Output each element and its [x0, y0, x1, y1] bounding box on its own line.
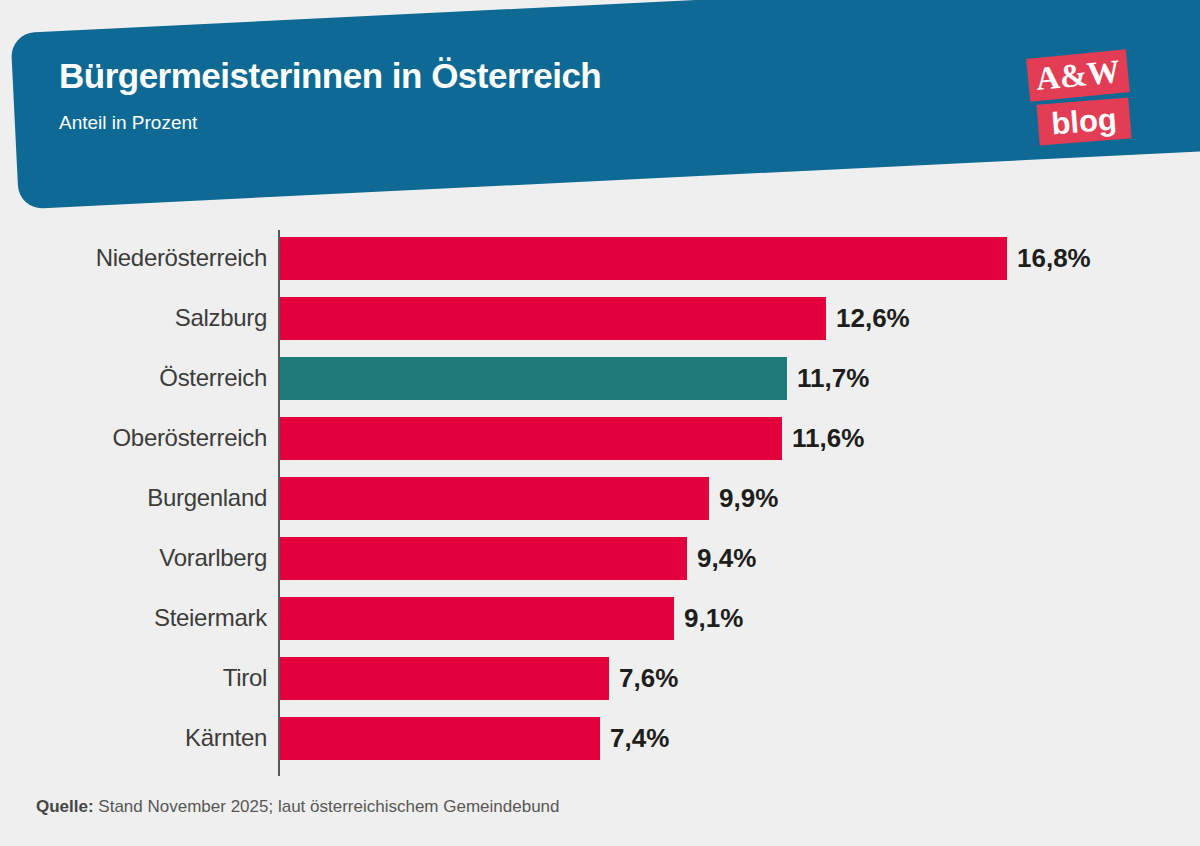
bar — [280, 297, 826, 340]
source-label: Quelle: — [36, 797, 94, 816]
bar — [280, 717, 600, 760]
chart-row: Niederösterreich 16,8% — [36, 228, 1176, 288]
bar — [280, 237, 1007, 280]
bar — [280, 537, 687, 580]
bar — [280, 597, 674, 640]
source-text: Stand November 2025; laut österreichisch… — [94, 797, 560, 816]
value-label: 12,6% — [836, 303, 910, 334]
value-label: 7,4% — [610, 723, 669, 754]
value-label: 9,9% — [719, 483, 778, 514]
bar-chart: Niederösterreich 16,8% Salzburg 12,6% Österr… — [36, 228, 1176, 768]
bar — [280, 417, 782, 460]
category-label: Österreich — [36, 364, 280, 392]
category-label: Vorarlberg — [36, 544, 280, 572]
value-label: 11,6% — [792, 423, 864, 454]
chart-row: Steiermark 9,1% — [36, 588, 1176, 648]
page-subtitle: Anteil in Prozent — [59, 112, 601, 134]
chart-row: Burgenland 9,9% — [36, 468, 1176, 528]
infographic: Bürgermeisterinnen in Österreich Anteil … — [0, 0, 1200, 846]
value-label: 9,4% — [697, 543, 756, 574]
category-label: Burgenland — [36, 484, 280, 512]
source-note: Quelle: Stand November 2025; laut österr… — [36, 797, 560, 817]
category-label: Steiermark — [36, 604, 280, 632]
value-label: 16,8% — [1017, 243, 1091, 274]
value-label: 9,1% — [684, 603, 743, 634]
chart-row: Österreich 11,7% — [36, 348, 1176, 408]
bar — [280, 657, 609, 700]
category-label: Oberösterreich — [36, 424, 280, 452]
page-title: Bürgermeisterinnen in Österreich — [59, 56, 601, 96]
aw-blog-logo-mark: blog — [1037, 97, 1132, 145]
category-label: Niederösterreich — [36, 244, 280, 272]
value-label: 11,7% — [797, 363, 869, 394]
category-label: Tirol — [36, 664, 280, 692]
bar-highlight — [280, 357, 787, 400]
bar — [280, 477, 709, 520]
header: Bürgermeisterinnen in Österreich Anteil … — [59, 56, 601, 134]
chart-row: Kärnten 7,4% — [36, 708, 1176, 768]
chart-row: Salzburg 12,6% — [36, 288, 1176, 348]
chart-row: Tirol 7,6% — [36, 648, 1176, 708]
category-label: Kärnten — [36, 724, 280, 752]
chart-row: Oberösterreich 11,6% — [36, 408, 1176, 468]
category-label: Salzburg — [36, 304, 280, 332]
value-label: 7,6% — [619, 663, 678, 694]
chart-row: Vorarlberg 9,4% — [36, 528, 1176, 588]
